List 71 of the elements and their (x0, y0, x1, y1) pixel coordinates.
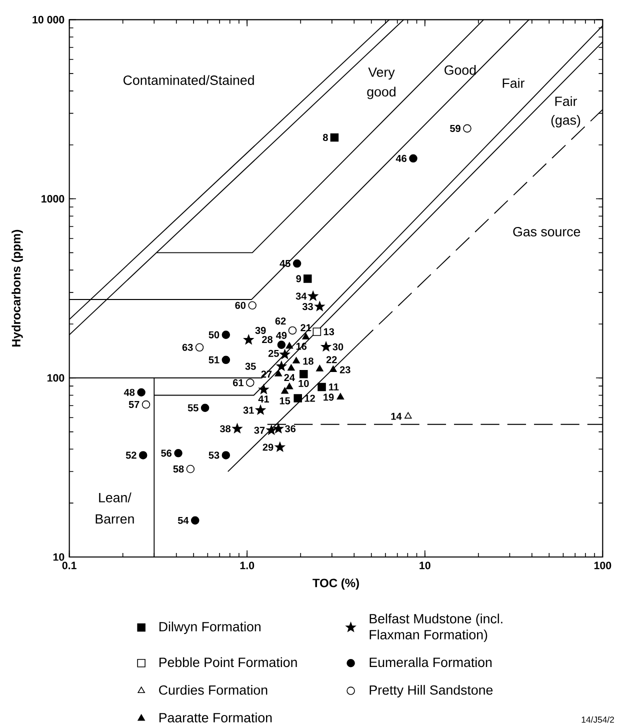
x-tick-label: 1.0 (240, 562, 254, 570)
y-axis-title: Hydrocarbons (ppm) (12, 230, 23, 347)
annotation: 25 (268, 350, 279, 357)
annotation: Barren (96, 514, 134, 524)
annotation: Fair (555, 96, 578, 106)
legend-label: Dilwyn Formation (159, 622, 260, 634)
annotation: 31 (243, 406, 254, 414)
text: 14/J54/2 (582, 716, 614, 723)
annotation: 59 (450, 124, 460, 132)
annotation: 8 (322, 134, 328, 141)
x-tick-label: 10 (420, 562, 430, 570)
annotation: (gas) (551, 115, 580, 128)
annotation: 13 (324, 328, 334, 336)
annotation: 54 (178, 516, 189, 524)
annotation: 11 (329, 384, 339, 390)
legend-label: Belfast Mudstone (incl. Flaxman Formation) (370, 614, 502, 642)
annotation: 12 (304, 394, 315, 402)
annotation: 29 (262, 444, 274, 451)
annotation: 24 (284, 374, 295, 382)
annotation: Contaminated/Stained (124, 75, 254, 85)
annotation: Gas source (513, 226, 580, 236)
annotation: 48 (124, 388, 135, 396)
annotation: 50 (208, 331, 220, 338)
annotation: 55 (188, 404, 198, 412)
legend-label: Curdies Formation (159, 684, 268, 695)
annotation: 30 (332, 343, 344, 350)
annotation: Fair (502, 78, 524, 88)
annotation: 38 (220, 425, 231, 432)
annotation: 37 (254, 426, 265, 434)
legend-label: Eumeralla Formation (370, 657, 492, 668)
annotation: 15 (280, 397, 290, 404)
annotation: 58 (173, 465, 184, 473)
annotation: 33 (302, 303, 313, 310)
annotation: 35 (245, 362, 256, 370)
annotation: 46 (396, 154, 407, 162)
annotation: 9 (296, 275, 302, 282)
annotation: 34 (296, 292, 307, 300)
annotation: 63 (182, 344, 193, 351)
annotation: 51 (208, 356, 220, 364)
y-tick-label: 10 (53, 553, 64, 561)
annotation: 57 (128, 401, 140, 408)
annotation: 56 (161, 450, 172, 457)
annotation: 52 (126, 452, 136, 459)
y-tick-label: 100 (47, 374, 64, 382)
annotation: 14 (391, 412, 402, 420)
x-axis-title: TOC (%) (312, 578, 359, 590)
annotation: 49 (276, 332, 287, 339)
annotation: Good (444, 65, 476, 75)
annotation: 36 (285, 425, 296, 432)
annotation: 10 (298, 380, 309, 388)
annotation: 41 (258, 396, 270, 402)
annotation: 61 (233, 379, 244, 386)
annotation: 28 (262, 336, 273, 344)
annotation: Lean/ (99, 492, 132, 502)
legend-label: Pretty Hill Sandstone (370, 684, 493, 698)
annotation: good (367, 86, 396, 100)
annotation: 22 (326, 356, 337, 364)
legend-label: Pebble Point Formation (159, 657, 297, 668)
annotation: 53 (208, 452, 220, 459)
annotation: 19 (324, 394, 334, 401)
annotation: 23 (340, 366, 350, 374)
annotation: 60 (235, 302, 246, 309)
annotation: 18 (303, 358, 314, 365)
y-tick-label: 1000 (42, 195, 64, 203)
x-tick-label: 0.1 (62, 562, 76, 570)
x-tick-label: 100 (594, 562, 612, 570)
annotation: 62 (275, 318, 286, 325)
y-tick-label: 10 000 (32, 16, 64, 24)
annotation: Very (368, 68, 395, 80)
annotation: 39 (255, 326, 266, 334)
legend-label: Paaratte Formation (159, 712, 272, 722)
